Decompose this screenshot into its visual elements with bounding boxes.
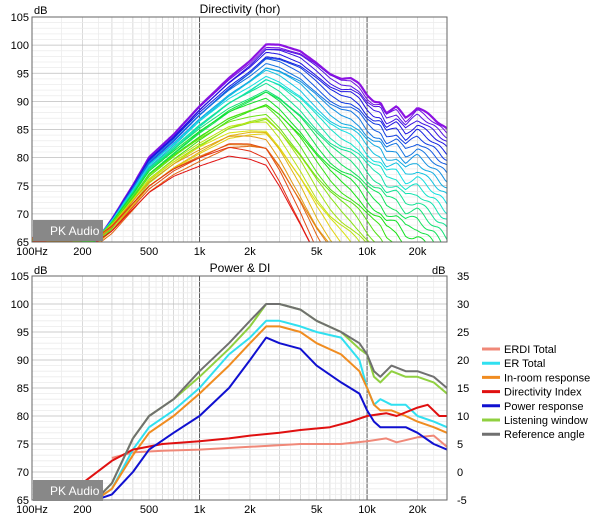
directivity-curve: [96, 67, 447, 242]
x-tick-label: 10k: [358, 246, 376, 258]
directivity-curve: [32, 104, 403, 242]
y2-tick-label: 30: [457, 299, 469, 311]
y-tick-label: 100: [11, 40, 29, 52]
series-line: [94, 303, 447, 500]
y-tick-label: 105: [11, 12, 29, 24]
y-tick-label: 85: [17, 125, 29, 137]
series-line: [111, 434, 447, 459]
y-tick-label: 70: [17, 209, 29, 221]
y-tick-label: 90: [17, 355, 29, 367]
y-tick-label: 80: [17, 411, 29, 423]
plot-frame: [31, 16, 448, 243]
series-line: [95, 325, 447, 500]
x-tick-label: 1k: [194, 504, 206, 516]
y-tick-label: 75: [17, 181, 29, 193]
chart-title: Directivity (hor): [200, 2, 281, 16]
series-line: [95, 336, 447, 500]
y2-tick-labels: -5 0 5 10 15 20 25 30 35: [457, 271, 469, 507]
y-tick-label: 80: [17, 153, 29, 165]
y-tick-labels: 65 70 75 80 85 90 95 100 105: [11, 12, 29, 249]
x-tick-label: 200: [73, 504, 91, 516]
x-tick-label: 2k: [244, 246, 256, 258]
x-tick-label: 500: [140, 246, 158, 258]
y-tick-label: 85: [17, 383, 29, 395]
y-tick-label: 95: [17, 68, 29, 80]
y-unit-label: dB: [34, 5, 47, 17]
y2-tick-label: 10: [457, 411, 469, 423]
y2-tick-label: 0: [457, 467, 463, 479]
grid: [31, 275, 448, 501]
legend-label: Reference angle: [504, 429, 585, 441]
watermark-box: [33, 220, 103, 241]
watermark-box: [33, 480, 103, 501]
x-tick-label: 2k: [244, 504, 256, 516]
legend-label: In-room response: [504, 372, 590, 384]
y-tick-labels: 65 70 75 80 85 90 95 100 105: [11, 271, 29, 507]
y2-tick-label: 25: [457, 327, 469, 339]
x-tick-label: 500: [140, 504, 158, 516]
legend: ERDI Total ER Total In-room response Direct…: [482, 344, 590, 441]
x-tick-label: 200: [73, 246, 91, 258]
y-tick-label: 70: [17, 467, 29, 479]
directivity-curve: [32, 67, 447, 242]
y2-tick-label: 5: [457, 439, 463, 451]
y2-tick-label: 15: [457, 383, 469, 395]
y-tick-label: 90: [17, 96, 29, 108]
grid: [31, 16, 448, 243]
watermark: PK Audio: [50, 224, 100, 238]
x-tick-label: 100Hz: [16, 504, 48, 516]
plot-frame: [31, 275, 448, 501]
x-tick-label: 20k: [409, 504, 427, 516]
directivity-chart: Directivity (hor) dB 65 70 75 80 85 90 95 100 10…: [11, 2, 448, 258]
legend-label: Directivity Index: [504, 387, 582, 399]
watermark: PK Audio: [50, 484, 100, 498]
series-curves: [60, 303, 447, 500]
legend-label: Listening window: [504, 415, 588, 427]
y-tick-label: 100: [11, 299, 29, 311]
y-tick-label: 95: [17, 327, 29, 339]
legend-label: ER Total: [504, 358, 545, 370]
x-tick-label: 20k: [409, 246, 427, 258]
y2-tick-label: -5: [457, 495, 467, 507]
x-tick-label: 5k: [311, 246, 323, 258]
y2-tick-label: 35: [457, 271, 469, 283]
directivity-curve: [94, 58, 447, 242]
x-tick-label: 5k: [311, 504, 323, 516]
series-line: [94, 303, 447, 500]
legend-label: ERDI Total: [504, 344, 556, 356]
x-tick-label: 10k: [358, 504, 376, 516]
directivity-curve: [96, 57, 447, 242]
y2-unit-label: dB: [432, 265, 445, 277]
series-line: [60, 403, 447, 500]
directivity-curves: [32, 43, 447, 242]
series-line: [95, 319, 447, 500]
y-tick-label: 65: [17, 495, 29, 507]
y-tick-label: 105: [11, 271, 29, 283]
legend-label: Power response: [504, 401, 584, 413]
y-unit-label: dB: [34, 265, 47, 277]
y2-tick-label: 20: [457, 355, 469, 367]
y-tick-label: 65: [17, 237, 29, 249]
x-tick-label: 1k: [194, 246, 206, 258]
x-tick-label: 100Hz: [16, 246, 48, 258]
y-tick-label: 75: [17, 439, 29, 451]
chart-title: Power & DI: [210, 261, 271, 275]
x-tick-labels: 100Hz 200 500 1k 2k 5k 10k 20k: [16, 504, 427, 516]
x-tick-labels: 100Hz 200 500 1k 2k 5k 10k 20k: [16, 246, 427, 258]
